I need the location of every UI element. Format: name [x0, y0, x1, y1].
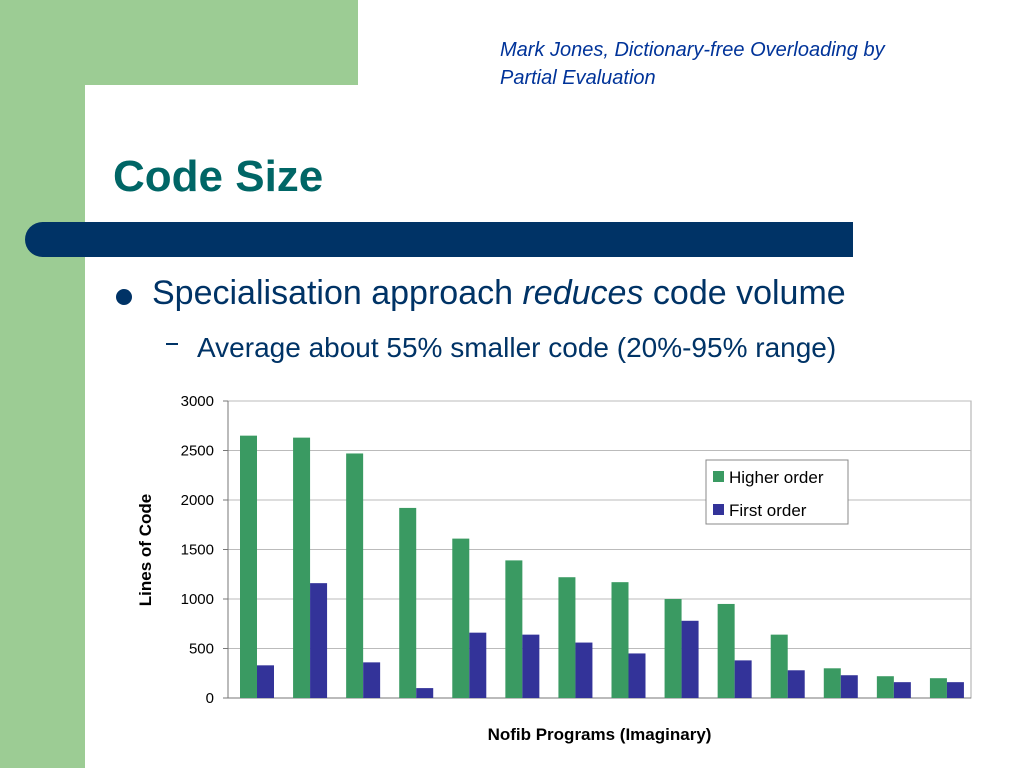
legend-box [705, 459, 849, 525]
title-bar [25, 222, 853, 257]
legend-swatch [713, 471, 724, 482]
bar [416, 688, 434, 698]
citation: Mark Jones, Dictionary-free Overloading … [500, 36, 885, 92]
bar [363, 662, 381, 698]
sub-bullet-dash [166, 343, 178, 345]
bar [346, 453, 364, 698]
bullet-text: code volume [652, 274, 846, 312]
bar [734, 660, 752, 698]
y-tick-label: 1500 [181, 542, 214, 559]
citation-line: Partial Evaluation [500, 67, 656, 89]
corner [85, 85, 205, 205]
y-tick-label: 3000 [181, 393, 214, 410]
bar [946, 682, 964, 698]
sub-bullet: Average about 55% smaller code (20%-95% … [197, 332, 837, 363]
bar [823, 668, 841, 698]
bar [310, 583, 328, 698]
slide-title: Code Size [113, 152, 324, 201]
bar [787, 670, 805, 698]
bar [452, 538, 470, 698]
bar [575, 642, 593, 698]
bar [611, 582, 629, 698]
bullet-dot [116, 289, 132, 305]
bar [664, 599, 682, 698]
bar [893, 682, 911, 698]
legend-swatch [713, 504, 724, 515]
bar [929, 678, 947, 698]
bar [505, 560, 523, 698]
bar [293, 437, 311, 698]
bullet-emphasis: reduces [522, 274, 644, 312]
y-tick-label: 0 [206, 690, 214, 707]
bar [240, 435, 257, 698]
bar [717, 603, 735, 698]
legend-label: Higher order [729, 468, 824, 487]
y-axis-label: Lines of Code [136, 494, 155, 606]
bar [257, 665, 274, 698]
bar [522, 634, 540, 698]
bar [840, 675, 858, 698]
y-tick-label: 2500 [181, 443, 214, 460]
bar [469, 632, 487, 698]
top-block [0, 0, 358, 85]
legend-label: First order [729, 501, 807, 520]
citation-line: Mark Jones, Dictionary-free Overloading … [500, 39, 885, 61]
bar [681, 620, 699, 698]
bullet: Specialisation approach reduces code vol… [152, 274, 846, 313]
y-tick-label: 1000 [181, 591, 214, 608]
y-tick-label: 500 [189, 641, 214, 658]
bar [770, 634, 788, 698]
x-axis-label: Nofib Programs (Imaginary) [488, 725, 712, 744]
side-strip [0, 0, 85, 768]
y-tick-label: 2000 [181, 492, 214, 509]
bar [558, 577, 576, 698]
bar [628, 653, 646, 698]
bullet-text: Specialisation approach [152, 274, 514, 312]
bar [876, 676, 894, 698]
bar [399, 507, 417, 698]
